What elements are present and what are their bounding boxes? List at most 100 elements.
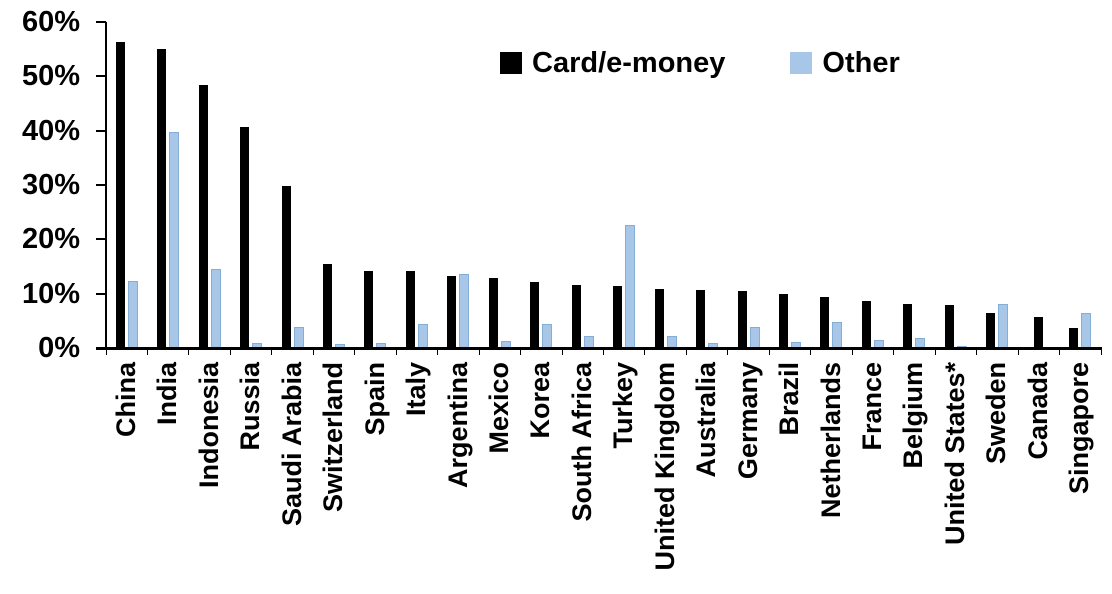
y-tick-30%	[96, 184, 106, 186]
x-boundary-tick	[768, 350, 770, 355]
x-boundary-tick	[312, 350, 314, 355]
y-tick-label-40%: 40%	[21, 114, 80, 147]
bar-other-switzerland	[334, 343, 345, 348]
bar-group-russia	[230, 22, 271, 348]
x-axis-labels: China India Indonesia Russia Saudi Arabia Swi…	[106, 362, 1101, 592]
y-tick-10%	[96, 292, 106, 295]
x-label-saudi-arabia: Saudi Arabia	[276, 362, 307, 527]
x-label-sweden: Sweden	[981, 362, 1012, 465]
bar-group-saudi-arabia	[272, 22, 313, 348]
bar-other-netherlands	[832, 322, 843, 348]
y-tick-40%	[96, 129, 106, 132]
bar-group-korea	[521, 22, 562, 348]
x-boundary-tick	[976, 350, 978, 355]
bar-other-germany	[749, 326, 760, 348]
bar-other-china	[127, 281, 138, 348]
y-tick-60%	[96, 21, 106, 23]
x-label-cell: Australia	[686, 362, 727, 592]
x-label-india: India	[152, 362, 183, 426]
bar-group-spain	[355, 22, 396, 348]
legend-label-card-e-money: Card/e-money	[532, 46, 726, 79]
bar-other-sweden	[998, 304, 1009, 348]
legend-swatch-other	[790, 52, 813, 74]
x-label-cell: Switzerland	[313, 362, 354, 592]
x-boundary-tick	[561, 350, 563, 355]
bar-card-e-money-saudi-arabia	[281, 185, 291, 348]
y-tick-label-50%: 50%	[21, 60, 80, 93]
x-label-cell: Indonesia	[189, 362, 230, 592]
x-label-cell: Mexico	[479, 362, 520, 592]
bar-card-e-money-singapore	[1069, 328, 1079, 348]
x-boundary-tick	[1017, 350, 1019, 355]
bar-card-e-money-mexico	[488, 277, 498, 348]
x-label-canada: Canada	[1022, 362, 1053, 460]
x-label-netherlands: Netherlands	[815, 362, 846, 519]
bar-card-e-money-brazil	[778, 294, 788, 348]
bar-group-sweden	[977, 22, 1018, 348]
x-boundary-tick	[851, 350, 853, 355]
bar-other-australia	[708, 343, 719, 348]
y-tick-label-60%: 60%	[21, 6, 80, 38]
bar-card-e-money-korea	[530, 281, 540, 348]
x-label-cell: Singapore	[1059, 362, 1100, 592]
bar-other-united-kingdom	[666, 335, 677, 348]
bar-group-india	[147, 22, 188, 348]
x-label-united-states-: United States*	[939, 362, 970, 546]
bar-group-belgium	[894, 22, 935, 348]
x-label-cell: Brazil	[769, 362, 810, 592]
bar-group-australia	[686, 22, 727, 348]
y-axis-line	[105, 22, 107, 348]
bar-group-china	[106, 22, 147, 348]
x-label-italy: Italy	[401, 362, 432, 417]
x-boundary-tick	[1059, 350, 1061, 355]
bar-other-brazil	[790, 342, 801, 348]
bar-group-italy	[396, 22, 437, 348]
x-label-cell: Germany	[728, 362, 769, 592]
bar-other-korea	[542, 323, 553, 348]
bar-group-netherlands	[811, 22, 852, 348]
x-boundary-tick	[1100, 350, 1102, 355]
bar-group-france	[852, 22, 893, 348]
bar-other-saudi-arabia	[293, 327, 304, 348]
x-label-cell: Saudi Arabia	[272, 362, 313, 592]
x-label-indonesia: Indonesia	[193, 362, 224, 489]
bar-card-e-money-united-kingdom	[654, 288, 664, 348]
bars-row	[106, 22, 1101, 348]
x-label-united-kingdom: United Kingdom	[649, 362, 680, 571]
x-boundary-tick	[520, 350, 522, 355]
bar-card-e-money-switzerland	[322, 263, 332, 348]
bar-group-united-states-	[935, 22, 976, 348]
x-boundary-tick	[354, 350, 356, 355]
x-boundary-tick	[685, 350, 687, 355]
bar-other-russia	[252, 342, 263, 348]
x-label-cell: Argentina	[438, 362, 479, 592]
bar-group-argentina	[438, 22, 479, 348]
x-label-cell: Russia	[230, 362, 271, 592]
x-boundary-tick	[644, 350, 646, 355]
x-boundary-tick	[810, 350, 812, 355]
x-label-australia: Australia	[691, 362, 722, 478]
bar-card-e-money-indonesia	[198, 85, 208, 348]
y-tick-20%	[96, 238, 106, 241]
x-label-cell: Sweden	[977, 362, 1018, 592]
x-boundary-tick	[727, 350, 729, 355]
bar-card-e-money-netherlands	[820, 297, 830, 348]
x-label-mexico: Mexico	[483, 362, 514, 454]
bar-card-e-money-sweden	[986, 312, 996, 348]
x-boundary-tick	[188, 350, 190, 355]
x-label-cell: United Kingdom	[645, 362, 686, 592]
bar-other-turkey	[625, 225, 636, 348]
x-label-spain: Spain	[359, 362, 390, 436]
x-boundary-tick	[437, 350, 439, 355]
x-boundary-tick	[271, 350, 273, 355]
bar-other-belgium	[915, 337, 926, 348]
bar-other-singapore	[1081, 312, 1092, 348]
x-label-south-africa: South Africa	[566, 362, 597, 522]
x-boundary-tick	[478, 350, 480, 355]
x-label-france: France	[857, 362, 888, 451]
bar-card-e-money-russia	[240, 127, 250, 348]
x-boundary-tick	[229, 350, 231, 355]
bar-group-turkey	[603, 22, 644, 348]
y-tick-label-20%: 20%	[21, 223, 80, 256]
x-boundary-tick	[603, 350, 604, 355]
